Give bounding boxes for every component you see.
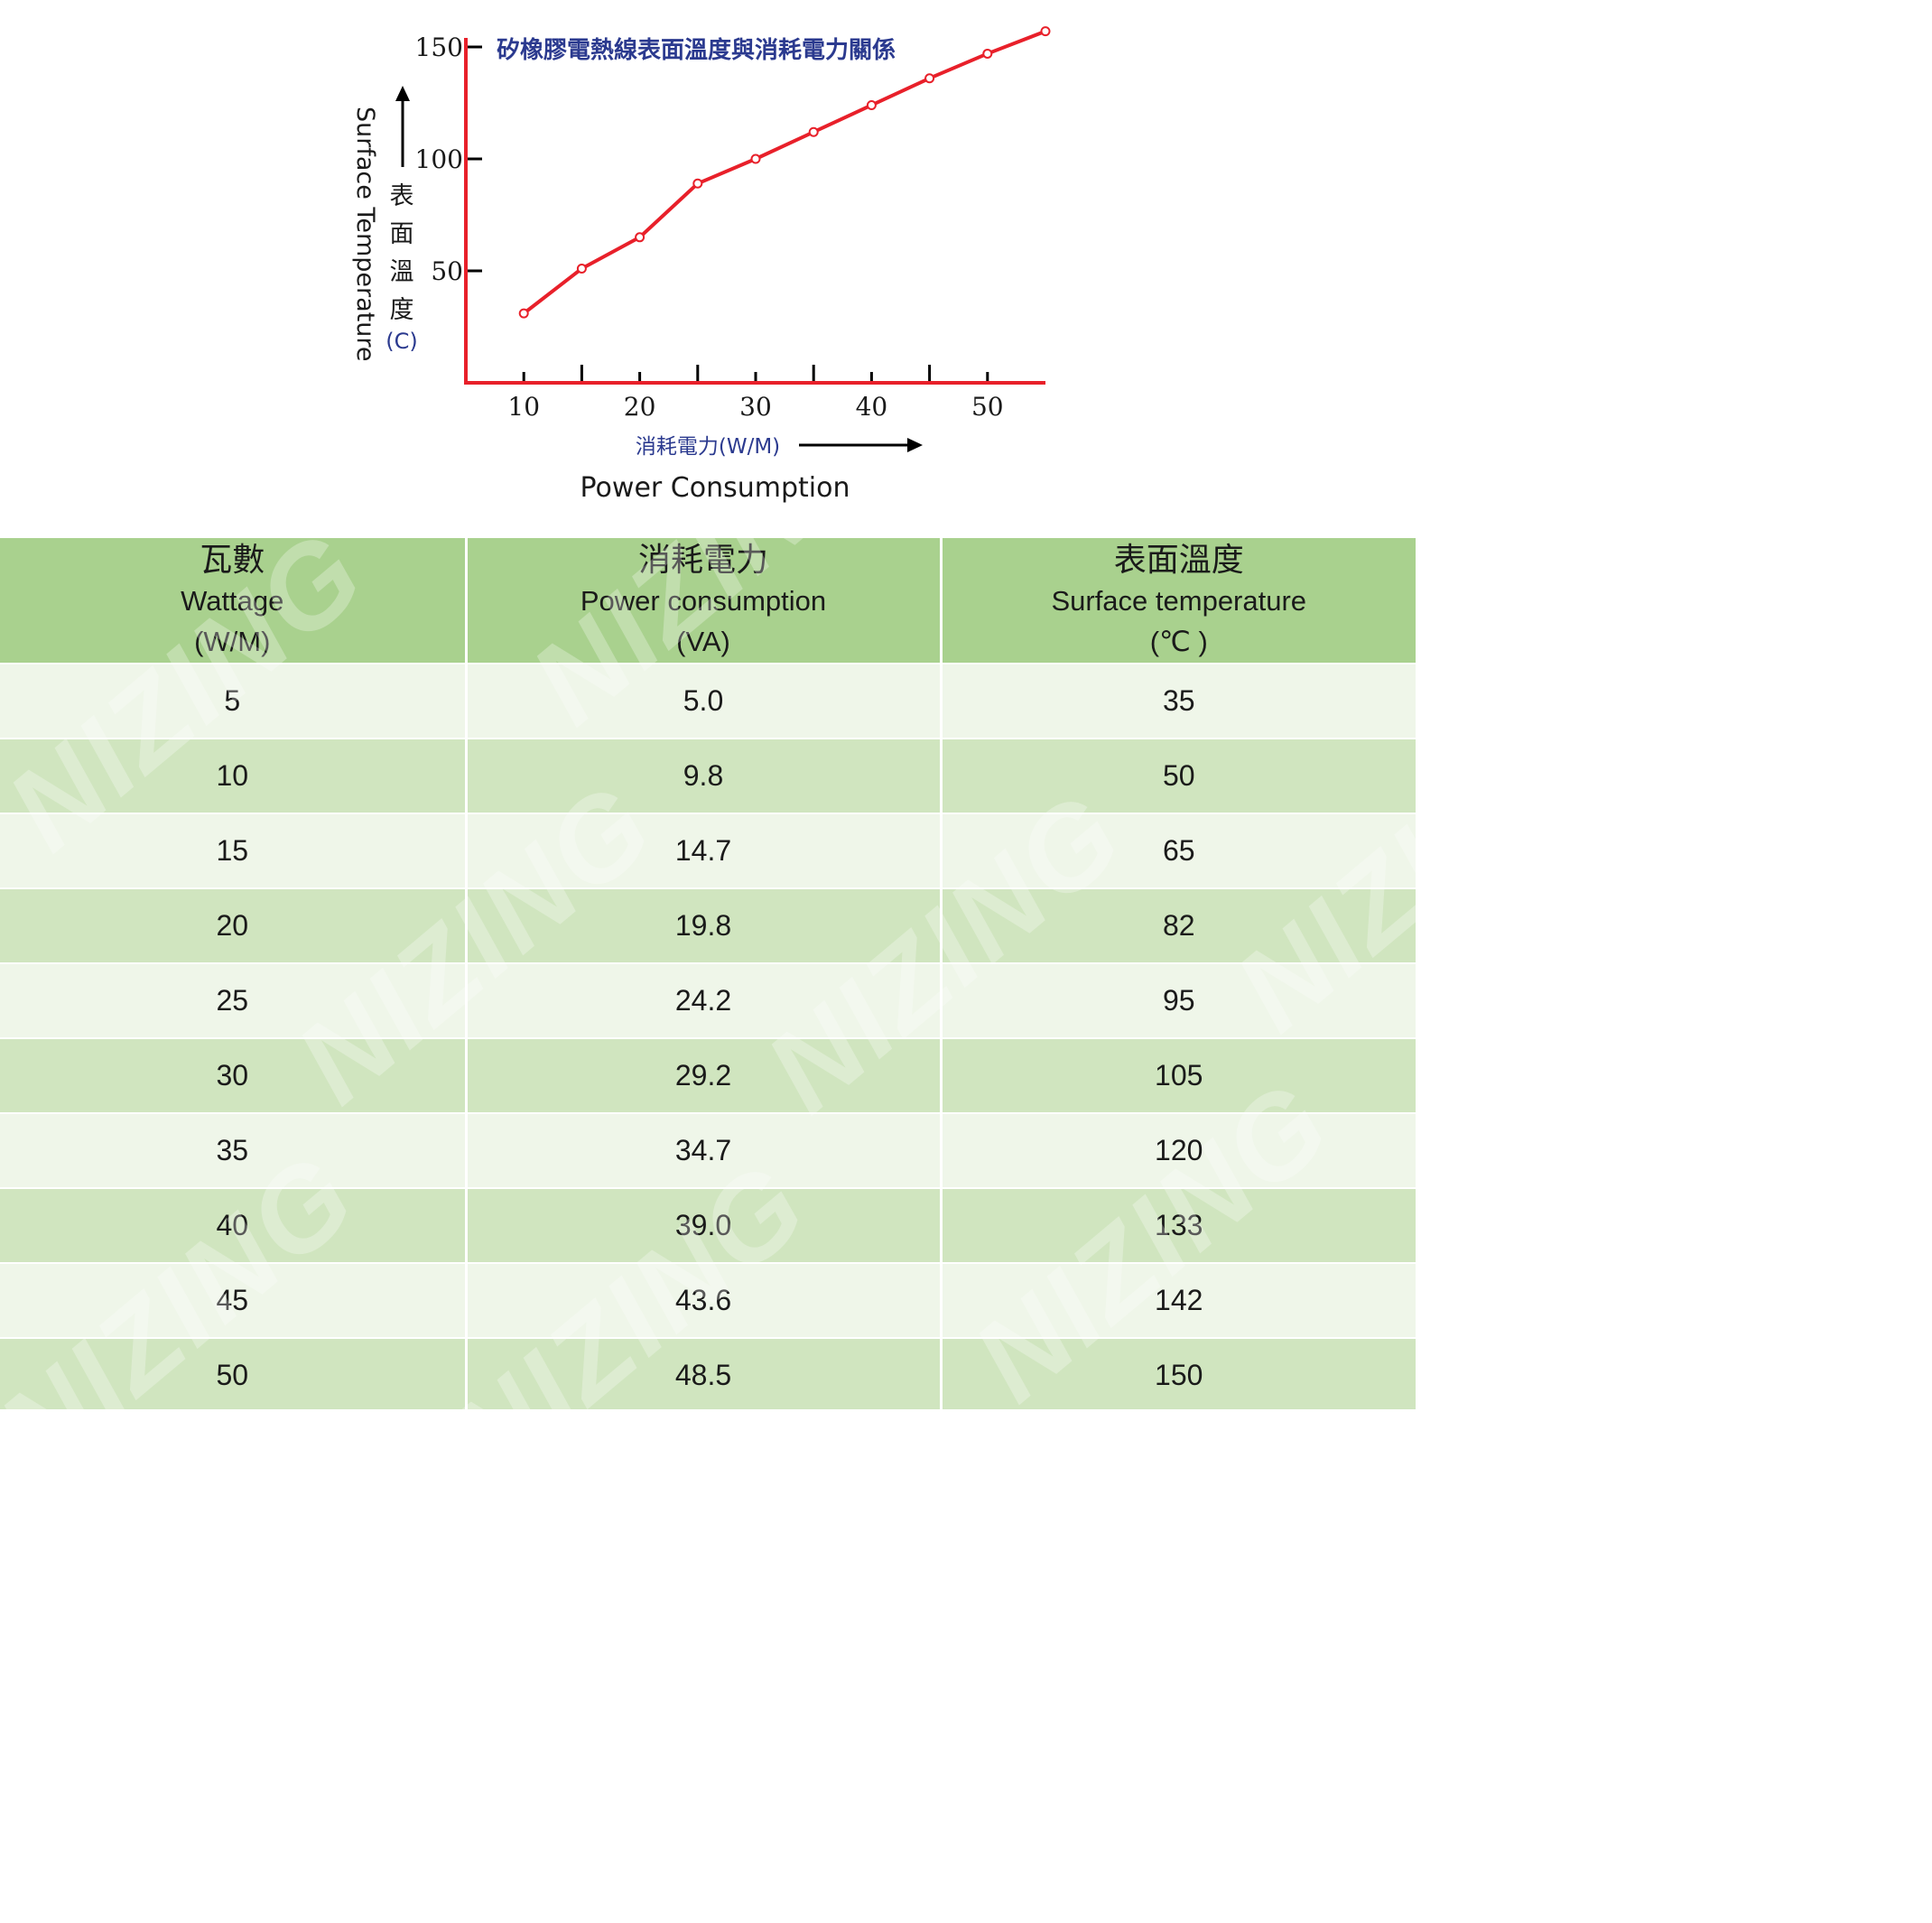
header-temperature-en: Surface temperature bbox=[1051, 584, 1307, 617]
x-tick-label: 50 bbox=[971, 392, 1004, 422]
data-point bbox=[924, 73, 935, 84]
table-row: 40 39.0 133 bbox=[0, 1187, 1416, 1263]
cell-wattage: 25 bbox=[0, 962, 468, 1038]
cell-wattage: 35 bbox=[0, 1112, 468, 1188]
cell-temperature: 105 bbox=[941, 1037, 1416, 1113]
cell-power: 43.6 bbox=[466, 1262, 943, 1338]
cell-temperature: 142 bbox=[941, 1262, 1416, 1338]
table-row: 50 48.5 150 bbox=[0, 1337, 1416, 1409]
header-temperature: 表面溫度 Surface temperature (℃ ) bbox=[941, 538, 1416, 664]
x-tick-label: 30 bbox=[739, 392, 772, 422]
cell-wattage: 30 bbox=[0, 1037, 468, 1113]
data-point bbox=[982, 48, 993, 59]
x-tick-label: 10 bbox=[507, 392, 540, 422]
header-power-en: Power consumption bbox=[580, 584, 827, 617]
header-wattage: 瓦數 Wattage (W/M) bbox=[0, 538, 468, 664]
data-point bbox=[808, 126, 819, 137]
data-point bbox=[518, 308, 529, 319]
header-wattage-en: Wattage bbox=[181, 584, 284, 617]
cell-wattage: 20 bbox=[0, 887, 468, 963]
cell-wattage: 45 bbox=[0, 1262, 468, 1338]
cell-power: 9.8 bbox=[466, 738, 943, 813]
cell-power: 19.8 bbox=[466, 887, 943, 963]
header-temperature-cn: 表面溫度 bbox=[1113, 541, 1244, 579]
header-power-cn: 消耗電力 bbox=[637, 541, 768, 579]
data-table: 瓦數 Wattage (W/M) 消耗電力 Power consumption … bbox=[0, 538, 1416, 1409]
y-axis-label-en: Surface Temperature bbox=[351, 107, 379, 361]
x-axis-label-en: Power Consumption bbox=[581, 472, 850, 504]
header-power-unit: (VA) bbox=[676, 625, 730, 657]
table-row: 25 24.2 95 bbox=[0, 962, 1416, 1038]
cell-power: 29.2 bbox=[466, 1037, 943, 1113]
cell-power: 24.2 bbox=[466, 962, 943, 1038]
y-axis-ticks: 50 100 150 bbox=[415, 33, 482, 286]
header-temperature-unit: (℃ ) bbox=[1149, 625, 1208, 657]
cell-temperature: 95 bbox=[941, 962, 1416, 1038]
series-points bbox=[518, 26, 1051, 319]
y-axis-label-cn-2: 溫 bbox=[390, 258, 414, 286]
y-axis-label-cn-1: 面 bbox=[390, 220, 414, 248]
cell-temperature: 35 bbox=[941, 663, 1416, 739]
x-axis-ticks: 10 20 30 40 50 bbox=[507, 365, 1004, 422]
cell-power: 5.0 bbox=[466, 663, 943, 739]
cell-power: 14.7 bbox=[466, 813, 943, 888]
header-wattage-cn: 瓦數 bbox=[200, 541, 265, 579]
cell-power: 34.7 bbox=[466, 1112, 943, 1188]
table-row: 15 14.7 65 bbox=[0, 813, 1416, 888]
series-line bbox=[522, 29, 1046, 315]
table-row: 10 9.8 50 bbox=[0, 738, 1416, 813]
chart-title: 矽橡膠電熱線表面溫度與消耗電力關係 bbox=[497, 36, 896, 64]
cell-power: 48.5 bbox=[466, 1337, 943, 1409]
y-tick-label: 100 bbox=[415, 144, 463, 174]
x-tick-label: 40 bbox=[856, 392, 888, 422]
cell-power: 39.0 bbox=[466, 1187, 943, 1263]
cell-wattage: 5 bbox=[0, 663, 468, 739]
y-axis-label-cn-0: 表 bbox=[390, 182, 414, 210]
data-table-area: 瓦數 Wattage (W/M) 消耗電力 Power consumption … bbox=[0, 538, 1416, 1409]
header-wattage-unit: (W/M) bbox=[194, 625, 271, 657]
table-row: 30 29.2 105 bbox=[0, 1037, 1416, 1113]
table-row: 45 43.6 142 bbox=[0, 1262, 1416, 1338]
table-row: 5 5.0 35 bbox=[0, 663, 1416, 739]
cell-temperature: 150 bbox=[941, 1337, 1416, 1409]
table-header-row: 瓦數 Wattage (W/M) 消耗電力 Power consumption … bbox=[0, 538, 1416, 664]
y-axis-label-cn-3: 度 bbox=[390, 296, 414, 324]
cell-wattage: 50 bbox=[0, 1337, 468, 1409]
chart-area: 矽橡膠電熱線表面溫度與消耗電力關係 Surface Temperature 表 … bbox=[0, 0, 1416, 538]
cell-wattage: 15 bbox=[0, 813, 468, 888]
cell-temperature: 120 bbox=[941, 1112, 1416, 1188]
table-row: 35 34.7 120 bbox=[0, 1112, 1416, 1188]
data-point bbox=[750, 153, 761, 164]
y-axis-unit: (C) bbox=[385, 329, 417, 354]
x-axis-label-cn: 消耗電力(W/M) bbox=[636, 435, 780, 459]
line-chart: 矽橡膠電熱線表面溫度與消耗電力關係 Surface Temperature 表 … bbox=[351, 26, 1051, 504]
data-point bbox=[576, 264, 587, 274]
y-tick-label: 50 bbox=[431, 256, 463, 286]
x-axis-arrow-head bbox=[907, 438, 923, 452]
y-axis-arrow-head bbox=[395, 86, 410, 101]
table-row: 20 19.8 82 bbox=[0, 887, 1416, 963]
cell-temperature: 133 bbox=[941, 1187, 1416, 1263]
cell-wattage: 10 bbox=[0, 738, 468, 813]
cell-wattage: 40 bbox=[0, 1187, 468, 1263]
cell-temperature: 82 bbox=[941, 887, 1416, 963]
y-tick-label: 150 bbox=[415, 33, 463, 62]
data-point bbox=[1040, 26, 1051, 37]
cell-temperature: 50 bbox=[941, 738, 1416, 813]
header-power: 消耗電力 Power consumption (VA) bbox=[466, 538, 943, 664]
data-point bbox=[692, 178, 703, 189]
data-point bbox=[866, 99, 877, 110]
x-tick-label: 20 bbox=[624, 392, 656, 422]
data-point bbox=[635, 232, 646, 243]
cell-temperature: 65 bbox=[941, 813, 1416, 888]
